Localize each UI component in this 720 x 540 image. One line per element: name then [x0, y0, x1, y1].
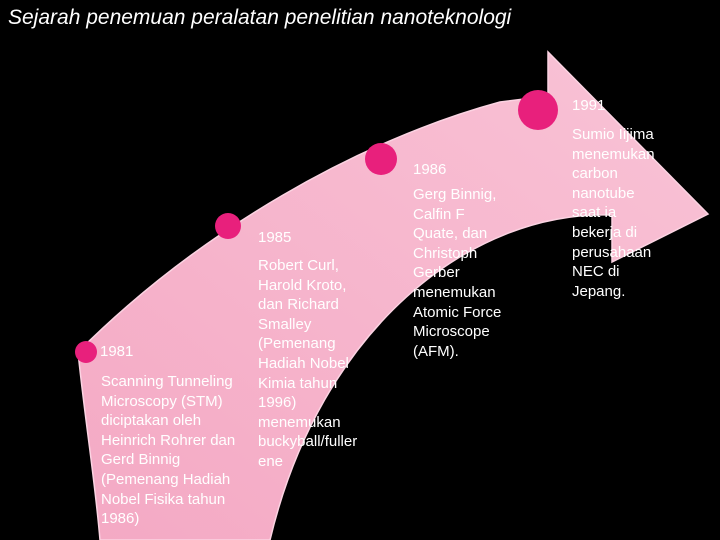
- milestone-year-1985: 1985: [258, 229, 292, 246]
- milestone-year-1981: 1981: [100, 343, 134, 360]
- milestone-dot-1986: [365, 143, 397, 175]
- milestone-dot-1991: [518, 90, 558, 130]
- milestone-dot-1985: [215, 213, 241, 239]
- milestone-dot-1981: [75, 341, 97, 363]
- milestone-year-1991: 1991: [572, 97, 606, 114]
- page-title: Sejarah penemuan peralatan penelitian na…: [8, 6, 512, 29]
- milestone-text-1991: Sumio Iijima menemukan carbon nanotube s…: [572, 126, 655, 300]
- milestone-text-1981: Scanning Tunneling Microscopy (STM) dici…: [101, 373, 236, 528]
- milestone-text-1985: Robert Curl, Harold Kroto, dan Richard S…: [258, 257, 358, 470]
- milestone-text-1986: Gerg Binnig, Calfin F Quate, dan Christo…: [413, 186, 502, 360]
- timeline-arrow: [77, 50, 710, 540]
- milestone-year-1986: 1986: [413, 161, 447, 178]
